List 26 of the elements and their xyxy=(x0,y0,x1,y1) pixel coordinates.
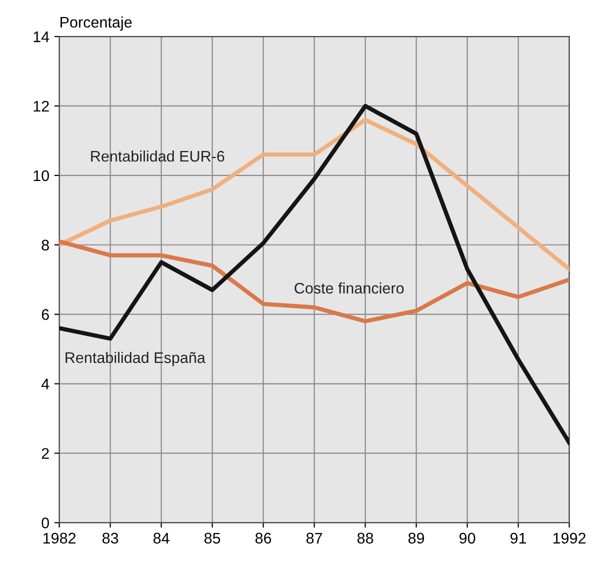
x-tick-label: 88 xyxy=(357,532,374,544)
x-tick-label: 90 xyxy=(460,532,476,544)
x-tick-label: 85 xyxy=(204,532,220,544)
x-tick-label: 91 xyxy=(510,532,526,544)
line-series xyxy=(59,104,570,445)
series-label: Coste financiero xyxy=(294,282,404,294)
line-series xyxy=(59,118,570,272)
x-tick-label: 1982 xyxy=(43,532,76,544)
x-tick-label: 83 xyxy=(102,532,118,544)
x-tick-label: 89 xyxy=(408,532,424,544)
x-tick-label: 84 xyxy=(153,532,170,544)
x-tick-label: 1992 xyxy=(553,532,586,544)
y-tick-label: 10 xyxy=(34,170,49,182)
y-tick-label: 8 xyxy=(42,240,49,251)
x-tick-label: 86 xyxy=(255,532,272,544)
y-tick-label: 4 xyxy=(41,378,50,390)
y-tick-label: 6 xyxy=(42,309,49,320)
line-series xyxy=(59,239,570,324)
series-label: Rentabilidad España xyxy=(66,352,206,366)
y-axis-title: Porcentaje xyxy=(60,16,132,31)
y-tick-label: 14 xyxy=(34,32,50,42)
series-label: Rentabilidad EUR-6 xyxy=(91,150,224,162)
y-tick-label: 12 xyxy=(34,100,49,112)
y-tick-label: 2 xyxy=(42,448,49,459)
y-tick-label: 0 xyxy=(42,518,49,528)
x-tick-label: 87 xyxy=(306,532,322,544)
